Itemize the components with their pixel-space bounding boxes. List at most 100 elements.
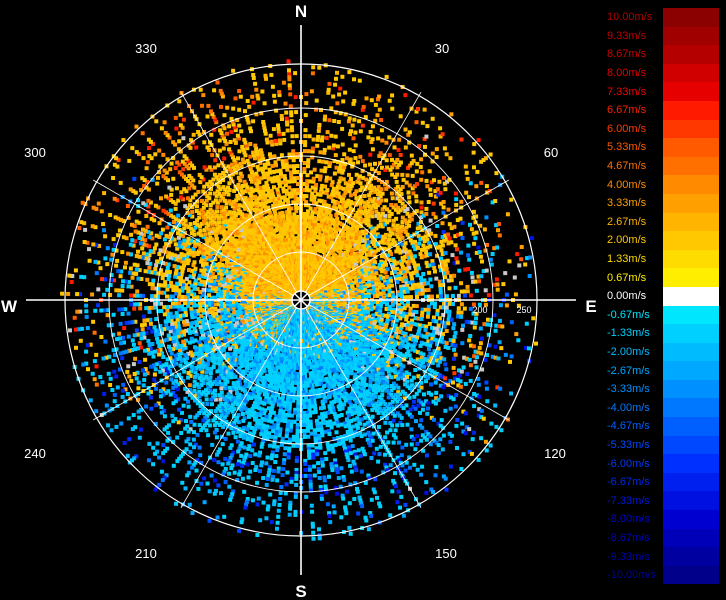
legend-swatch	[663, 342, 719, 362]
azimuth-label-300: 300	[24, 145, 46, 160]
legend-entry: 4.00m/s	[605, 175, 721, 194]
legend-entry: 7.33m/s	[605, 82, 721, 101]
legend-swatch	[663, 8, 719, 27]
legend-entry: -6.00m/s	[605, 454, 721, 473]
legend-label: 8.67m/s	[607, 48, 647, 61]
legend-label: -0.67m/s	[607, 308, 650, 321]
legend-swatch	[663, 119, 719, 139]
legend-entry: 0.00m/s	[605, 286, 721, 306]
azimuth-label-330: 330	[135, 41, 157, 56]
legend-entry: -1.33m/s	[605, 324, 721, 343]
legend-entry: 2.67m/s	[605, 212, 721, 232]
legend-label: 4.67m/s	[607, 160, 647, 173]
radar-center-spoke	[300, 299, 308, 307]
legend-entry: 10.00m/s	[605, 8, 721, 27]
legend-entry: -4.00m/s	[605, 398, 721, 418]
azimuth-label-120: 120	[544, 446, 566, 461]
azimuth-spoke	[180, 299, 302, 509]
legend-label: -6.00m/s	[607, 457, 650, 470]
legend-label: -2.67m/s	[607, 364, 650, 377]
legend-swatch	[663, 305, 719, 325]
radar-center-spoke	[300, 293, 308, 301]
legend-swatch	[663, 435, 719, 455]
legend-swatch	[663, 491, 719, 511]
legend-label: -10.00m/s	[607, 569, 656, 582]
legend-entry: 9.33m/s	[605, 26, 721, 46]
legend-swatch	[663, 398, 719, 418]
legend-swatch	[663, 361, 719, 380]
legend-label: -4.00m/s	[607, 401, 650, 414]
legend-entry: 5.33m/s	[605, 138, 721, 157]
velocity-color-legend: 10.00m/s 9.33m/s 8.67m/s 8.00m/s 7.33m/s 6.67…	[605, 8, 721, 590]
legend-swatch	[663, 156, 719, 176]
legend-label: -8.67m/s	[607, 531, 650, 544]
range-ring-grid	[26, 25, 576, 575]
compass-north-label: N	[295, 2, 307, 21]
legend-swatch	[663, 138, 719, 157]
legend-label: -8.00m/s	[607, 513, 650, 526]
legend-entry: 8.67m/s	[605, 45, 721, 64]
legend-swatch	[663, 510, 719, 529]
legend-label: 5.33m/s	[607, 141, 647, 154]
legend-label: 6.00m/s	[607, 122, 647, 135]
azimuth-spoke	[300, 299, 422, 509]
compass-west-label: W	[1, 297, 18, 316]
radar-plot: N S E W 30 60 120 150 210 240 300 330 20…	[1, 2, 597, 600]
azimuth-spoke	[300, 179, 510, 301]
legend-swatch	[663, 324, 719, 343]
legend-entry: 3.33m/s	[605, 193, 721, 213]
legend-label: 0.67m/s	[607, 271, 647, 284]
legend-swatch	[663, 45, 719, 64]
azimuth-label-150: 150	[435, 546, 457, 561]
azimuth-spoke	[92, 179, 302, 301]
legend-label: -5.33m/s	[607, 438, 650, 451]
compass-south-label: S	[295, 582, 306, 600]
legend-entry: 6.00m/s	[605, 119, 721, 139]
legend-entry: -0.67m/s	[605, 305, 721, 325]
legend-swatch	[663, 193, 719, 213]
legend-swatch	[663, 100, 719, 120]
azimuth-label-60: 60	[544, 145, 558, 160]
compass-labels: N S E W 30 60 120 150 210 240 300 330 20…	[1, 2, 597, 600]
legend-label: -7.33m/s	[607, 494, 650, 507]
legend-label: -3.33m/s	[607, 383, 650, 396]
legend-entry: -8.67m/s	[605, 528, 721, 548]
range-label-250: 250	[516, 305, 531, 315]
azimuth-label-30: 30	[435, 41, 449, 56]
legend-entry: 8.00m/s	[605, 63, 721, 83]
legend-label: -9.33m/s	[607, 550, 650, 563]
legend-label: 9.33m/s	[607, 29, 647, 42]
legend-swatch	[663, 379, 719, 399]
legend-swatch	[663, 417, 719, 436]
legend-swatch	[663, 249, 719, 269]
legend-swatch	[663, 175, 719, 194]
legend-entry: 1.33m/s	[605, 249, 721, 269]
radar-center-spoke	[294, 299, 302, 307]
legend-entry: 0.67m/s	[605, 268, 721, 287]
compass-east-label: E	[585, 297, 596, 316]
legend-label: 8.00m/s	[607, 67, 647, 80]
azimuth-spoke	[180, 91, 302, 301]
legend-label: 2.00m/s	[607, 234, 647, 247]
legend-label: 3.33m/s	[607, 197, 647, 210]
legend-swatch	[663, 472, 719, 492]
legend-label: -2.00m/s	[607, 345, 650, 358]
azimuth-label-210: 210	[135, 546, 157, 561]
legend-swatch	[663, 547, 719, 566]
legend-entry: 6.67m/s	[605, 100, 721, 120]
legend-entry: -8.00m/s	[605, 510, 721, 529]
legend-label: 6.67m/s	[607, 104, 647, 117]
range-label-200: 200	[472, 305, 487, 315]
legend-entry: 4.67m/s	[605, 156, 721, 176]
legend-label: 0.00m/s	[607, 290, 647, 303]
legend-swatch	[663, 212, 719, 232]
legend-entry: -5.33m/s	[605, 435, 721, 455]
legend-label: -4.67m/s	[607, 420, 650, 433]
legend-swatch	[663, 63, 719, 83]
legend-entry: -6.67m/s	[605, 472, 721, 492]
legend-entry: -2.67m/s	[605, 361, 721, 380]
legend-entry: -7.33m/s	[605, 491, 721, 511]
legend-entry: -10.00m/s	[605, 565, 721, 585]
legend-label: 7.33m/s	[607, 85, 647, 98]
